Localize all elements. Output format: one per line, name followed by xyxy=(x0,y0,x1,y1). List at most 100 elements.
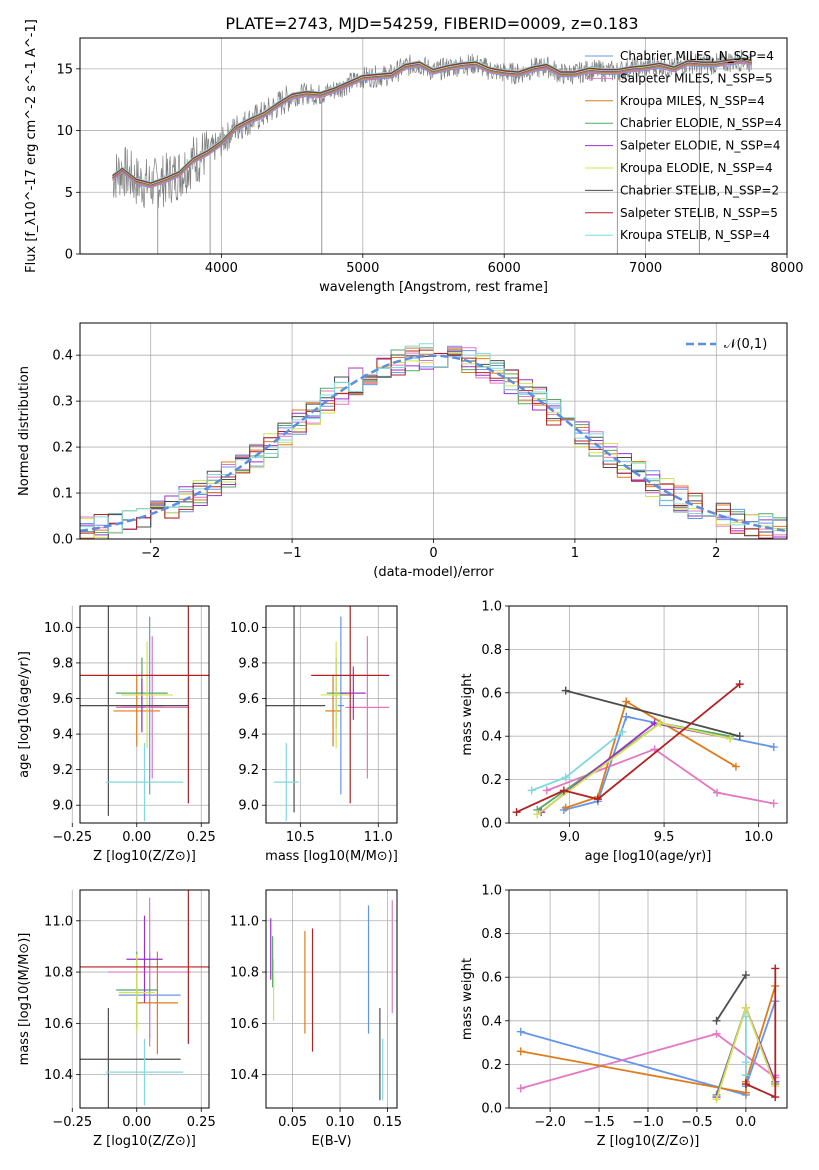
y-tick-label: 10.0 xyxy=(230,621,259,636)
series-line-kroupa_miles xyxy=(565,700,737,809)
model-spectrum-chabrier_elodie xyxy=(112,60,752,187)
x-tick-label: 10.0 xyxy=(744,830,773,845)
x-tick-label: 0.00 xyxy=(122,830,151,845)
x-axis-label: Z [log10(Z/Z⊙)] xyxy=(597,1134,700,1149)
y-tick-label: 0.1 xyxy=(52,487,73,502)
series-line-chabrier_stelib xyxy=(715,974,747,1022)
y-tick-label: 9.8 xyxy=(52,656,73,671)
x-tick-label: 0.05 xyxy=(278,1115,307,1130)
axes-frame xyxy=(79,889,210,1109)
residuals-panel: −2 −1 0 1 2 0.0 0.1 0.2 0.3 0.4 (data-model)/error… xyxy=(17,322,788,580)
y-tick-label: 0.4 xyxy=(52,349,73,364)
data-point-marker xyxy=(712,1029,721,1038)
model-spectrum-chabrier_miles xyxy=(112,62,752,189)
y-tick-label: 11.0 xyxy=(44,914,73,929)
x-tick-label: 8000 xyxy=(770,261,803,276)
data-point-marker xyxy=(650,745,659,754)
data-point-marker xyxy=(735,680,744,689)
x-tick-label: 1 xyxy=(571,546,579,561)
y-tick-label: 10.4 xyxy=(44,1068,73,1083)
data-point-marker xyxy=(593,795,602,804)
y-tick-label: 0.6 xyxy=(481,686,502,701)
y-tick-label: 0.4 xyxy=(481,730,502,745)
model-spectrum-kroupa_elodie xyxy=(112,59,752,185)
y-tick-label: 10.6 xyxy=(44,1017,73,1032)
axes-frame xyxy=(79,322,788,540)
y-tick-label: 15 xyxy=(56,62,73,77)
series-line-salpeter_miles xyxy=(546,748,774,805)
x-axis-label: wavelength [Angstrom, rest frame] xyxy=(319,280,548,295)
axes-frame xyxy=(79,605,210,824)
data-point-marker xyxy=(559,786,568,795)
x-tick-label: −0.5 xyxy=(681,1115,713,1130)
y-tick-label: 0 xyxy=(65,248,73,263)
x-tick-label: 6000 xyxy=(488,261,521,276)
data-point-marker xyxy=(741,1058,750,1067)
y-tick-label: 10.4 xyxy=(230,1068,259,1083)
x-tick-label: 9.0 xyxy=(559,830,580,845)
y-tick-label: 5 xyxy=(65,186,73,201)
x-axis-label: E(B-V) xyxy=(311,1134,351,1149)
data-point-marker xyxy=(712,1016,721,1025)
y-tick-label: 0.3 xyxy=(52,395,73,410)
data-point-marker xyxy=(542,786,551,795)
legend-label: Salpeter MILES, N_SSP=5 xyxy=(620,71,773,85)
spectrum-plot-area xyxy=(112,49,752,254)
spectrum-panel: 4000 5000 6000 7000 8000 0 5 10 15 wavelength [An… xyxy=(24,19,804,295)
y-tick-label: 9.8 xyxy=(238,656,259,671)
y-axis-label: mass weight xyxy=(460,673,475,755)
y-tick-label: 0.2 xyxy=(481,1058,502,1073)
mass-vs-ebv-plot-area xyxy=(270,900,393,1101)
y-tick-label: 9.6 xyxy=(238,692,259,707)
data-point-marker xyxy=(622,712,631,721)
series-line-chabrier_stelib xyxy=(565,689,740,738)
y-axis-label: mass [log10(M/M⊙)] xyxy=(17,933,32,1066)
x-tick-label: 0.0 xyxy=(736,1115,757,1130)
y-tick-label: 10.6 xyxy=(230,1017,259,1032)
y-tick-label: 10 xyxy=(56,124,73,139)
age-vs-Z-plot-area xyxy=(80,606,209,822)
data-point-marker xyxy=(731,762,740,771)
axes-frame xyxy=(79,37,788,255)
mass-vs-Z-panel: −0.25 0.00 0.25 10.4 10.6 10.8 11.0 Z [log10(Z/… xyxy=(17,889,216,1149)
data-point-marker xyxy=(533,810,542,819)
data-point-marker xyxy=(713,788,722,797)
model-spectrum-salpeter_stelib xyxy=(112,57,752,184)
data-point-marker xyxy=(741,1003,750,1012)
legend-label: Kroupa STELIB, N_SSP=4 xyxy=(620,228,770,242)
axes-frame xyxy=(508,889,788,1109)
y-tick-label: 0.0 xyxy=(481,1102,502,1117)
data-point-marker xyxy=(561,803,570,812)
data-point-marker xyxy=(656,719,665,728)
x-axis-label: mass [log10(M/M⊙)] xyxy=(265,849,398,864)
data-point-marker xyxy=(516,1084,525,1093)
data-point-marker xyxy=(712,1095,721,1104)
y-axis-label: age [log10(age/yr)] xyxy=(17,651,32,778)
x-tick-label: 0.00 xyxy=(122,1115,151,1130)
age-vs-mass-panel: 10.5 11.0 9.0 9.2 9.4 9.6 9.8 10.0 mass [log10(M… xyxy=(230,605,398,864)
series-line-salpeter_stelib xyxy=(745,968,777,1099)
x-tick-label: −2.0 xyxy=(534,1115,566,1130)
y-tick-label: 0.8 xyxy=(481,643,502,658)
y-tick-label: 9.4 xyxy=(52,728,73,743)
series-line-salpeter_stelib xyxy=(516,683,741,813)
data-point-marker xyxy=(622,697,631,706)
residuals-plot-area xyxy=(80,343,787,539)
x-tick-label: −1 xyxy=(283,546,302,561)
data-point-marker xyxy=(735,732,744,741)
series-line-chabrier_miles xyxy=(563,715,774,811)
data-point-marker xyxy=(527,786,536,795)
legend-label: Kroupa MILES, N_SSP=4 xyxy=(620,94,765,108)
x-tick-label: 9.5 xyxy=(654,830,675,845)
data-point-marker xyxy=(769,799,778,808)
y-tick-label: 9.0 xyxy=(52,799,73,814)
data-point-marker xyxy=(516,1047,525,1056)
data-point-marker xyxy=(512,808,521,817)
x-tick-label: 5000 xyxy=(346,261,379,276)
y-axis-label: Flux [f_λ10^-17 erg cm^-2 s^-1 A^-1] xyxy=(24,19,39,273)
y-tick-label: 9.4 xyxy=(238,728,259,743)
data-point-marker xyxy=(618,727,627,736)
legend-label: Salpeter ELODIE, N_SSP=4 xyxy=(620,139,781,153)
y-tick-label: 9.2 xyxy=(52,763,73,778)
